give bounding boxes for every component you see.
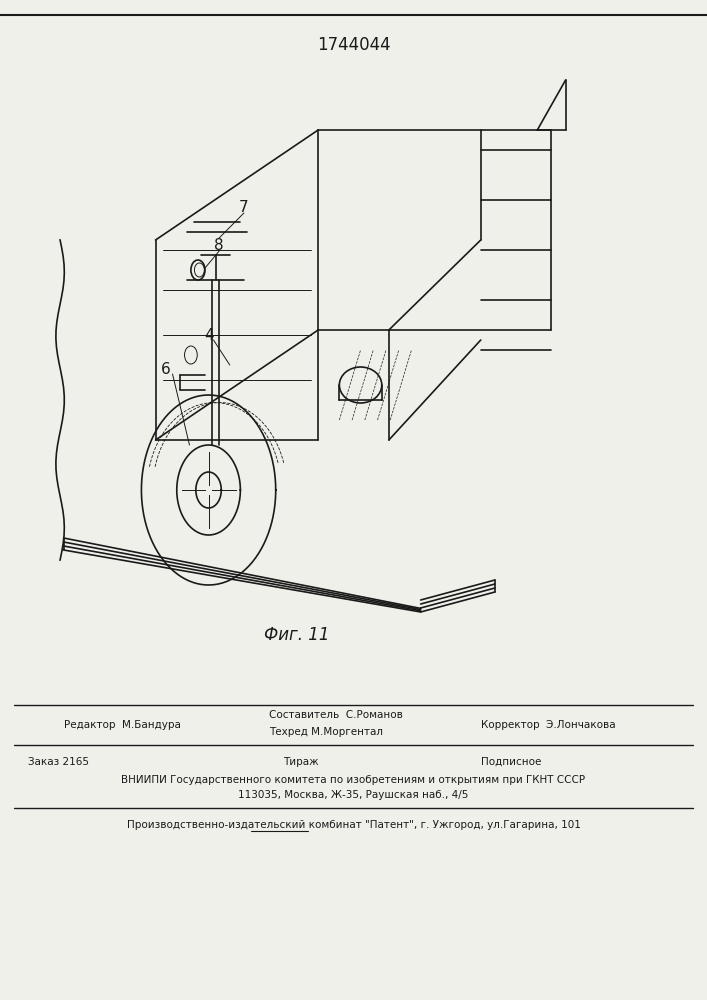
Text: Производственно-издательский комбинат "Патент", г. Ужгород, ул.Гагарина, 101: Производственно-издательский комбинат "П… (127, 820, 580, 830)
Text: 4: 4 (204, 328, 214, 342)
Text: 113035, Москва, Ж-35, Раушская наб., 4/5: 113035, Москва, Ж-35, Раушская наб., 4/5 (238, 790, 469, 800)
Text: Подписное: Подписное (481, 757, 541, 767)
Text: Корректор  Э.Лончакова: Корректор Э.Лончакова (481, 720, 615, 730)
Text: ВНИИПИ Государственного комитета по изобретениям и открытиям при ГКНТ СССР: ВНИИПИ Государственного комитета по изоб… (122, 775, 585, 785)
Text: Техред М.Моргентал: Техред М.Моргентал (269, 727, 382, 737)
Text: Редактор  М.Бандура: Редактор М.Бандура (64, 720, 180, 730)
Text: Тираж: Тираж (283, 757, 318, 767)
Text: Составитель  С.Романов: Составитель С.Романов (269, 710, 402, 720)
Text: 7: 7 (239, 200, 249, 215)
Text: 8: 8 (214, 237, 224, 252)
Text: 1744044: 1744044 (317, 36, 390, 54)
Text: Заказ 2165: Заказ 2165 (28, 757, 89, 767)
Text: 6: 6 (161, 362, 171, 377)
Text: Фиг. 11: Фиг. 11 (264, 626, 329, 644)
